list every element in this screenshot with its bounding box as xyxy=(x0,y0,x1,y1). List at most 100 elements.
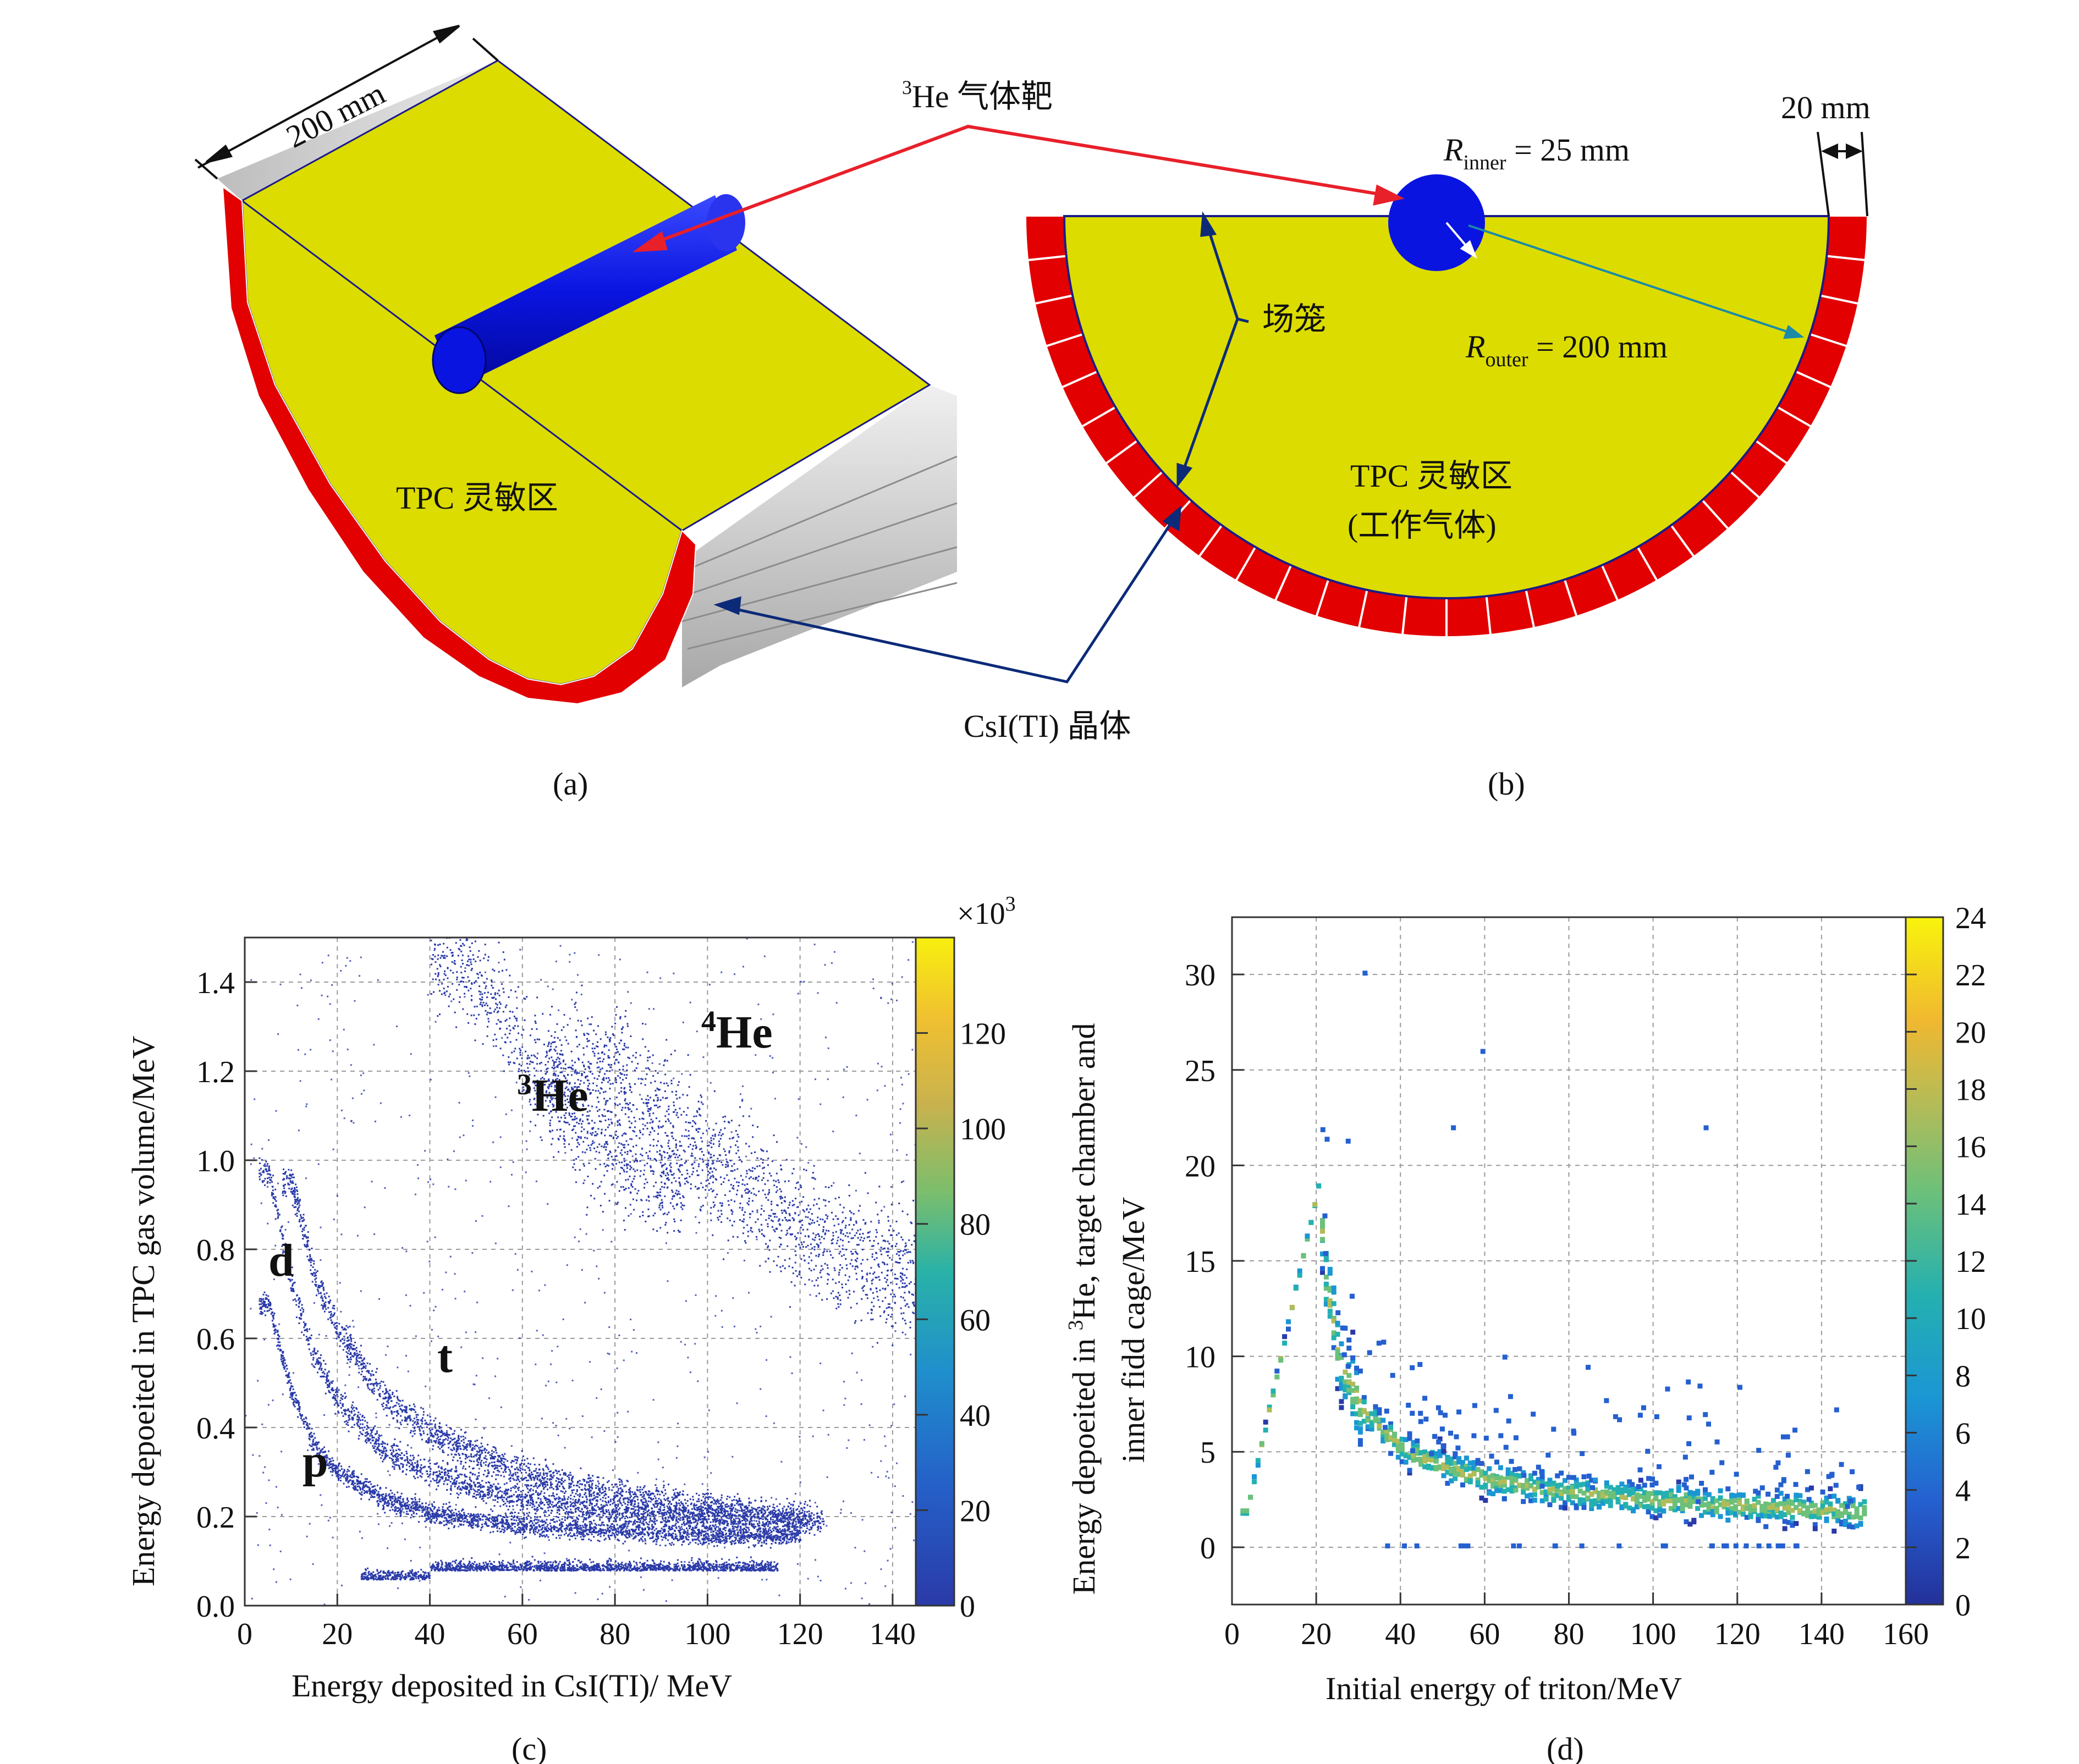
scatter-point xyxy=(413,1458,415,1460)
scatter-point xyxy=(725,1520,728,1522)
scatter-point xyxy=(510,1518,513,1520)
scatter-point xyxy=(326,1380,328,1382)
scatter-point xyxy=(531,1527,534,1529)
scatter-point xyxy=(468,1513,470,1515)
scatter-point xyxy=(337,1410,339,1413)
scatter-point xyxy=(678,1514,680,1516)
scatter-point xyxy=(474,1484,476,1486)
scatter-point xyxy=(694,1518,696,1520)
scatter-point xyxy=(269,1179,271,1181)
scatter-point xyxy=(593,1519,595,1522)
caption-a: (a) xyxy=(553,766,588,802)
scatter-point xyxy=(634,1529,636,1531)
scatter-point xyxy=(277,1333,279,1336)
scatter-point xyxy=(485,1495,487,1497)
scatter-point xyxy=(724,1520,726,1522)
scatter-point xyxy=(333,1404,336,1406)
scatter-point xyxy=(750,1518,752,1520)
scatter-point xyxy=(263,1302,266,1304)
scatter-point xyxy=(420,1467,422,1469)
scatter-point xyxy=(600,1511,602,1513)
scatter-point xyxy=(436,1462,438,1464)
scatter-point xyxy=(664,1518,667,1520)
scatter-point xyxy=(487,1475,489,1477)
scatter-point xyxy=(716,1532,718,1534)
scatter-point xyxy=(358,1416,360,1419)
scatter-point xyxy=(490,1521,492,1523)
scatter-point xyxy=(740,1526,742,1528)
scatter-point xyxy=(491,1486,493,1488)
scatter-point xyxy=(482,1494,485,1496)
scatter-point xyxy=(413,1501,415,1503)
scatter-point xyxy=(283,1366,285,1369)
crystal-seam xyxy=(1105,439,1138,465)
scatter-point xyxy=(393,1461,395,1463)
scatter-point xyxy=(652,1541,654,1543)
scatter-point xyxy=(704,1541,706,1544)
crystal-seams xyxy=(1027,255,1866,637)
scatter-point xyxy=(384,1452,387,1454)
scatter-point xyxy=(260,1307,262,1309)
scatter-point xyxy=(820,1522,822,1524)
scatter-point xyxy=(476,1519,479,1521)
scatter-point xyxy=(284,1362,286,1364)
scatter-point xyxy=(301,1414,303,1416)
scatter-point xyxy=(384,1512,386,1514)
scatter-point xyxy=(783,1533,785,1535)
scatter-point xyxy=(542,1521,544,1523)
scatter-point xyxy=(552,1492,554,1494)
scatter-point xyxy=(445,1509,447,1512)
scatter-point xyxy=(444,1514,446,1516)
scatter-point xyxy=(682,1512,684,1514)
scatter-point xyxy=(500,1530,502,1533)
scatter-point xyxy=(482,1500,485,1502)
scatter-point xyxy=(290,1287,292,1289)
scatter-point xyxy=(288,1381,290,1383)
scatter-point xyxy=(588,1514,591,1516)
scatter-point xyxy=(652,1532,654,1534)
scatter-point xyxy=(328,1385,331,1387)
scatter-point xyxy=(651,1520,653,1522)
scatter-point xyxy=(546,1519,548,1521)
scatter-point xyxy=(698,1500,700,1502)
scatter-point xyxy=(400,1492,403,1495)
scatter-point xyxy=(764,1517,766,1519)
scatter-point xyxy=(537,1509,539,1511)
scatter-point xyxy=(786,1536,788,1539)
scatter-point xyxy=(365,1439,367,1441)
scatter-point xyxy=(410,1454,412,1457)
scatter-point xyxy=(516,1516,518,1518)
scatter-point xyxy=(425,1511,427,1513)
scatter-point xyxy=(367,1437,370,1440)
scatter-point xyxy=(391,1501,393,1503)
scatter-point xyxy=(564,1528,566,1530)
scatter-point xyxy=(501,1522,503,1524)
scatter-point xyxy=(769,1547,772,1549)
scatter-point xyxy=(551,1495,553,1497)
scatter-point xyxy=(414,1462,416,1464)
scatter-point xyxy=(341,1475,343,1477)
scatter-point xyxy=(787,1519,789,1522)
scatter-point xyxy=(300,1318,302,1320)
scatter-point xyxy=(811,1512,813,1514)
scatter-point xyxy=(730,1531,732,1533)
scatter-point xyxy=(419,1501,421,1503)
scatter-point xyxy=(346,1469,349,1471)
scatter-point xyxy=(486,1524,488,1526)
scatter-point xyxy=(435,1512,437,1514)
scatter-point xyxy=(624,1523,626,1525)
scatter-point xyxy=(655,1533,657,1535)
scatter-point xyxy=(613,1520,615,1523)
scatter-point xyxy=(663,1525,665,1528)
scatter-point xyxy=(501,1519,503,1522)
scatter-point xyxy=(342,1415,344,1417)
scatter-point xyxy=(583,1519,585,1521)
scatter-point xyxy=(540,1498,542,1500)
scatter-point xyxy=(621,1534,623,1536)
scatter-point xyxy=(794,1541,796,1543)
scatter-point xyxy=(344,1410,346,1413)
scatter-point xyxy=(428,1518,431,1520)
scatter-point xyxy=(339,1476,342,1479)
scatter-point xyxy=(686,1515,689,1517)
scatter-point xyxy=(469,1491,471,1493)
